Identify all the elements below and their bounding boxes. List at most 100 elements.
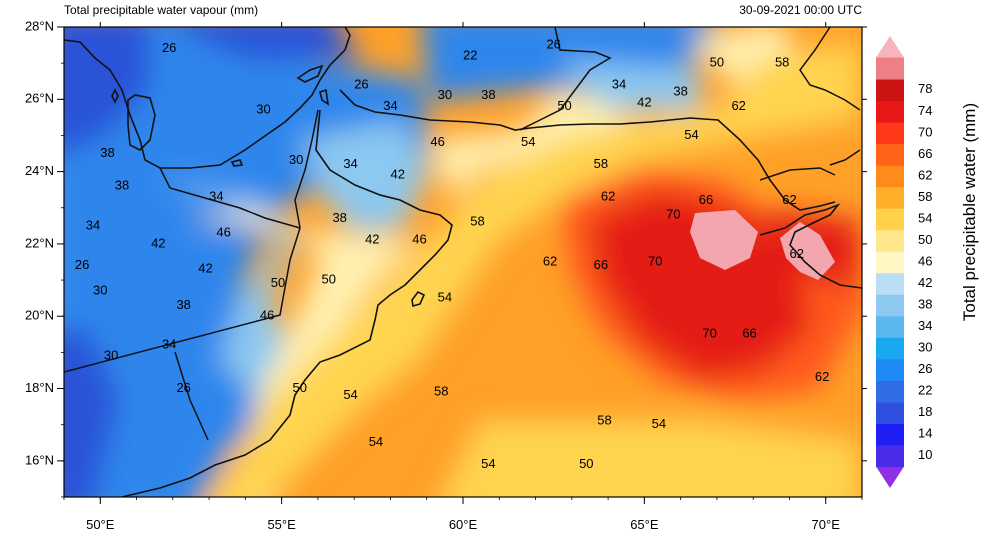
- y-axis: 16°N 18°N 20°N 22°N 24°N 26°N 28°N: [25, 18, 867, 498]
- x-axis: 50°E 55°E 60°E 65°E 70°E: [63, 22, 863, 532]
- colorbar-tick-label: 10: [918, 447, 932, 462]
- contour-label: 54: [481, 456, 495, 471]
- contour-label: 70: [666, 206, 680, 221]
- contour-label: 62: [782, 192, 796, 207]
- colorbar-swatch: [876, 143, 904, 166]
- y-tick-label: 26°N: [25, 91, 54, 106]
- contour-label: 42: [151, 235, 165, 250]
- y-tick-label: 28°N: [25, 18, 54, 33]
- colorbar-swatch: [876, 186, 904, 209]
- colorbar-swatch: [876, 466, 904, 488]
- colorbar-tick-label: 22: [918, 383, 932, 398]
- y-tick-label: 22°N: [25, 235, 54, 250]
- contour-label: 50: [322, 272, 336, 287]
- colorbar-tick-label: 54: [918, 210, 932, 225]
- y-tick-label: 18°N: [25, 380, 54, 395]
- contour-label: 66: [699, 192, 713, 207]
- colorbar-tick-label: 50: [918, 232, 932, 247]
- colorbar-swatch: [876, 100, 904, 123]
- colorbar-tick-label: 14: [918, 426, 932, 441]
- contour-label: 62: [789, 246, 803, 261]
- contour-label: 26: [176, 380, 190, 395]
- contour-label: 58: [470, 214, 484, 229]
- y-tick-label: 24°N: [25, 163, 54, 178]
- colorbar-tick-label: 42: [918, 275, 932, 290]
- contour-label: 42: [198, 261, 212, 276]
- contour-label: 42: [637, 94, 651, 109]
- contour-label: 62: [601, 188, 615, 203]
- colorbar-swatch: [876, 79, 904, 102]
- colorbar-swatch: [876, 423, 904, 446]
- contour-label: 38: [673, 84, 687, 99]
- contour-label: 34: [209, 188, 223, 203]
- contour-label: 54: [652, 416, 666, 431]
- x-tick-label: 65°E: [630, 517, 659, 532]
- x-tick-label: 55°E: [267, 517, 296, 532]
- coastlines: [64, 27, 862, 497]
- contour-label: 30: [438, 87, 452, 102]
- colorbar-tick-label: 78: [918, 81, 932, 96]
- colorbar-swatch: [876, 337, 904, 360]
- contour-label: 62: [731, 98, 745, 113]
- contour-label: 34: [383, 98, 397, 113]
- colorbar-tick-label: 46: [918, 253, 932, 268]
- contour-label: 22: [463, 47, 477, 62]
- contour-label: 54: [343, 387, 357, 402]
- y-tick-label: 20°N: [25, 308, 54, 323]
- contour-label: 50: [557, 98, 571, 113]
- colorbar-swatch: [876, 208, 904, 231]
- contour-label: 26: [354, 76, 368, 91]
- peak-area: [690, 210, 758, 270]
- colorbar-tick-label: 58: [918, 189, 932, 204]
- y-tick-label: 16°N: [25, 452, 54, 467]
- contour-label: 38: [332, 210, 346, 225]
- contour-label: 66: [742, 326, 756, 341]
- contour-label: 50: [579, 456, 593, 471]
- contour-label: 58: [597, 413, 611, 428]
- contour-label: 30: [256, 102, 270, 117]
- contour-label: 30: [289, 152, 303, 167]
- colorbar-tick-label: 18: [918, 404, 932, 419]
- contour-label: 46: [216, 225, 230, 240]
- contour-label: 58: [434, 384, 448, 399]
- colorbar-swatch: [876, 272, 904, 295]
- colorbar-swatch: [876, 401, 904, 424]
- colorbar-swatch: [876, 229, 904, 252]
- country-borders: [64, 27, 861, 441]
- colorbar-tick-label: 26: [918, 361, 932, 376]
- water-vapour-field: [64, 27, 862, 497]
- contour-label: 26: [546, 37, 560, 52]
- colorbar-swatch: [876, 315, 904, 338]
- contour-label: 58: [775, 55, 789, 70]
- contour-labels: 26 22 26 50 58 26 30 34 30 38 50 34 42 38 62 54 46 54 38 30…: [75, 37, 829, 471]
- colorbar-swatch: [876, 122, 904, 145]
- contour-label: 30: [104, 347, 118, 362]
- contour-label: 38: [176, 297, 190, 312]
- contour-label: 50: [293, 380, 307, 395]
- contour-label: 34: [612, 76, 626, 91]
- contour-label: 46: [412, 232, 426, 247]
- colorbar-tick-label: 62: [918, 167, 932, 182]
- map-title: Total precipitable water vapour (mm): [64, 3, 259, 17]
- contour-label: 34: [343, 156, 357, 171]
- contour-label: 54: [438, 290, 452, 305]
- colorbar-swatch: [876, 380, 904, 403]
- x-tick-label: 60°E: [449, 517, 478, 532]
- contour-label: 38: [100, 145, 114, 160]
- contour-label: 62: [543, 253, 557, 268]
- contour-label: 50: [710, 55, 724, 70]
- contour-label: 46: [260, 308, 274, 323]
- contour-label: 58: [594, 156, 608, 171]
- colorbar-tick-label: 74: [918, 103, 932, 118]
- colorbar-swatch: [876, 165, 904, 188]
- colorbar-swatch: [876, 251, 904, 274]
- contour-label: 42: [365, 232, 379, 247]
- contour-label: 42: [390, 167, 404, 182]
- x-tick-label: 70°E: [812, 517, 841, 532]
- contour-label: 34: [86, 217, 100, 232]
- colorbar-tick-label: 34: [918, 318, 932, 333]
- colorbar-swatch: [876, 444, 904, 467]
- colorbar-tick-label: 38: [918, 296, 932, 311]
- contour-label: 46: [430, 134, 444, 149]
